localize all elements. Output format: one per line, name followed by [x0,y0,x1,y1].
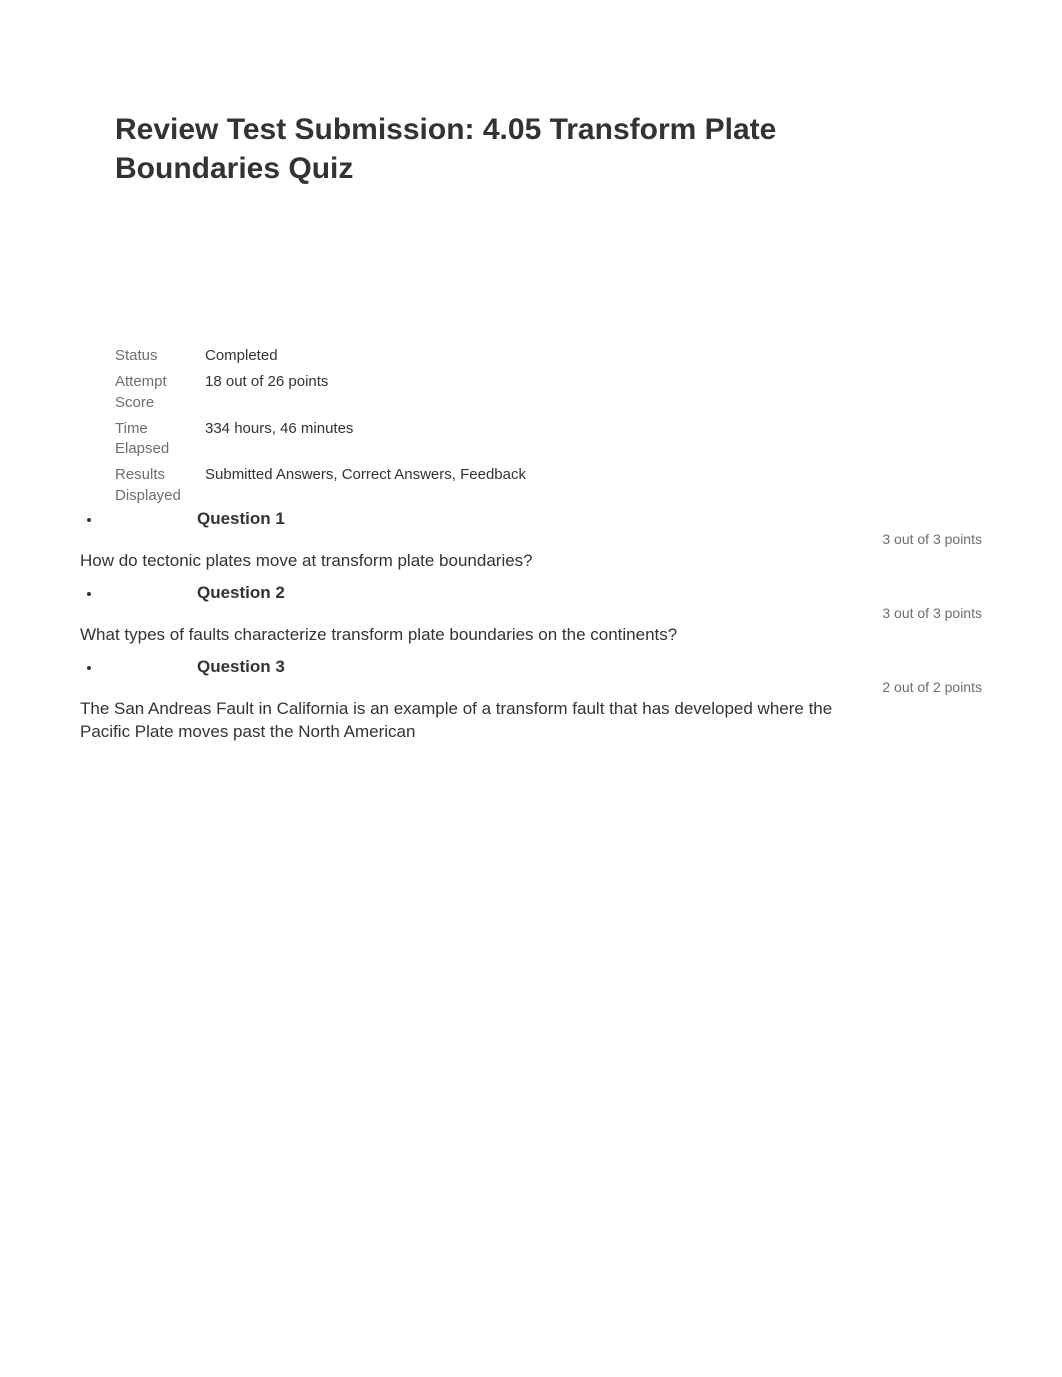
question-score: 3 out of 3 points [102,531,982,547]
time-label: Time Elapsed [115,416,205,463]
info-row-attempt: Attempt Score 18 out of 26 points [115,369,532,416]
info-row-results: Results Displayed Submitted Answers, Cor… [115,462,532,509]
question-title: Question 2 [197,583,982,603]
question-item: Question 1 3 out of 3 points How do tect… [102,509,982,573]
status-value: Completed [205,343,532,369]
results-label: Results Displayed [115,462,205,509]
status-label: Status [115,343,205,369]
submission-info-table: Status Completed Attempt Score 18 out of… [115,343,532,509]
question-score: 3 out of 3 points [102,605,982,621]
question-score: 2 out of 2 points [102,679,982,695]
info-row-time: Time Elapsed 334 hours, 46 minutes [115,416,532,463]
question-item: Question 3 2 out of 2 points The San And… [102,657,982,744]
question-text: What types of faults characterize transf… [80,624,982,647]
attempt-label: Attempt Score [115,369,205,416]
questions-list: Question 1 3 out of 3 points How do tect… [80,509,982,744]
time-value: 334 hours, 46 minutes [205,416,532,463]
page-title: Review Test Submission: 4.05 Transform P… [115,110,902,188]
question-item: Question 2 3 out of 3 points What types … [102,583,982,647]
question-title: Question 1 [197,509,982,529]
question-text: The San Andreas Fault in California is a… [80,698,982,744]
info-row-status: Status Completed [115,343,532,369]
question-title: Question 3 [197,657,982,677]
attempt-value: 18 out of 26 points [205,369,532,416]
question-text: How do tectonic plates move at transform… [80,550,982,573]
results-value: Submitted Answers, Correct Answers, Feed… [205,462,532,509]
